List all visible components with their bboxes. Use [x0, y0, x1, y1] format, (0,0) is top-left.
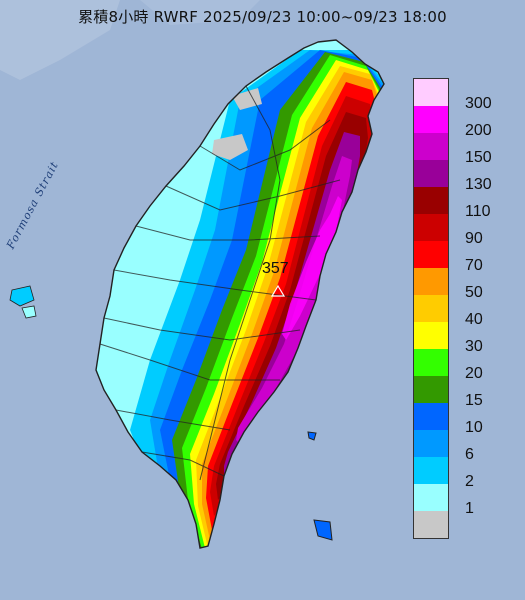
legend-label: 150: [465, 149, 492, 166]
county-boundaries: [99, 85, 341, 481]
cloud-patch: [140, 0, 260, 25]
legend-label: 110: [465, 203, 491, 220]
max-value-label: 357: [262, 260, 289, 277]
legend-swatch: [414, 322, 448, 349]
legend-label: 300: [465, 95, 492, 112]
legend-label: 1: [465, 500, 474, 517]
legend-swatch: [414, 187, 448, 214]
legend-swatch: [414, 214, 448, 241]
legend-label: 10: [465, 419, 483, 436]
legend-swatch: [414, 241, 448, 268]
legend-label: 70: [465, 257, 483, 274]
legend-swatch: [414, 79, 448, 106]
legend-swatch: [414, 511, 448, 538]
map-title: 累積8小時 RWRF 2025/09/23 10:00~09/23 18:00: [78, 8, 447, 26]
green-island: [313, 519, 333, 541]
legend-label: 2: [465, 473, 474, 490]
legend-label: 130: [465, 176, 492, 193]
legend-label: 20: [465, 365, 483, 382]
legend-swatch: [414, 133, 448, 160]
legend-label: 50: [465, 284, 483, 301]
cloud-patch: [0, 0, 120, 80]
legend-colorbar: [413, 78, 449, 539]
legend-swatch: [414, 430, 448, 457]
legend-swatch: [414, 295, 448, 322]
legend-swatch: [414, 160, 448, 187]
legend-label: 90: [465, 230, 483, 247]
legend-label: 6: [465, 446, 474, 463]
legend-swatch: [414, 349, 448, 376]
legend-swatch: [414, 376, 448, 403]
legend-label: 30: [465, 338, 483, 355]
legend-label: 200: [465, 122, 492, 139]
legend-swatch: [414, 268, 448, 295]
legend-swatch: [414, 106, 448, 133]
penghu-islands: [21, 305, 37, 319]
legend-label: 40: [465, 311, 483, 328]
penghu-islands: [9, 285, 35, 307]
legend-swatch: [414, 457, 448, 484]
legend-label: 15: [465, 392, 483, 409]
small-island: [307, 431, 317, 441]
max-marker-icon: [270, 284, 286, 297]
legend-swatch: [414, 403, 448, 430]
legend-swatch: [414, 484, 448, 511]
rainfall-bands: [130, 50, 384, 548]
